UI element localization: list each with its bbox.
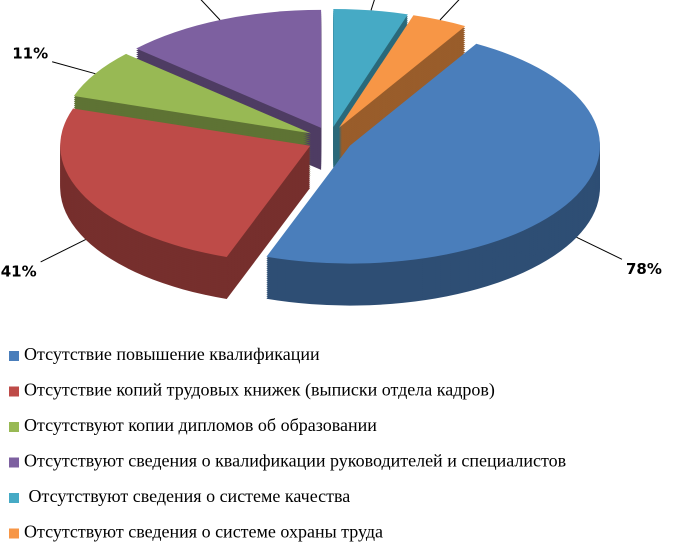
slice (73, 53, 312, 134)
leader-line (200, 0, 221, 21)
slice (266, 43, 600, 264)
slice (333, 8, 408, 127)
legend-swatch (9, 386, 19, 397)
legend-swatch (9, 528, 19, 539)
data-label: 78% (626, 260, 662, 278)
legend-swatch (9, 457, 19, 468)
leader-line (52, 61, 96, 75)
data-label: 11% (12, 44, 48, 62)
leader-line (370, 0, 375, 11)
leader-line (576, 236, 623, 260)
legend-swatch (9, 351, 19, 361)
leader-line (439, 0, 460, 21)
legend-label: Отсутствуют сведения о системе качества (24, 486, 350, 506)
legend-label: Отсутствуют сведения о квалификации руко… (24, 451, 566, 471)
leader-line (40, 239, 86, 263)
slice (338, 15, 466, 128)
legend-label: Отсутствие повышение квалификации (24, 344, 320, 364)
legend-label: Отсутствуют сведения о системе охраны тр… (24, 522, 383, 542)
legend-label: Отсутствуют копии дипломов об образовани… (24, 415, 377, 435)
slice (60, 108, 311, 258)
slice (136, 9, 322, 128)
legend-label: Отсутствие копий трудовых книжек (выписк… (24, 380, 495, 401)
legend-swatch (9, 422, 19, 432)
legend-swatch (9, 493, 19, 503)
data-label: 41% (1, 262, 37, 280)
